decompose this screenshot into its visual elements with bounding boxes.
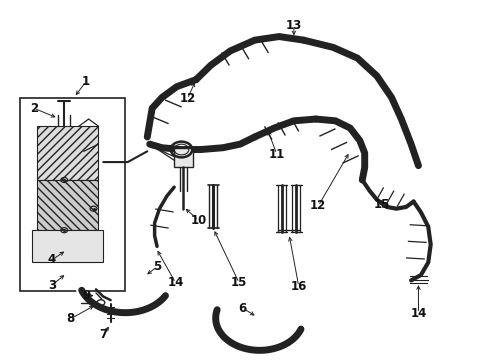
Bar [32,230,103,262]
Text: 1: 1 [82,75,90,88]
Text: 13: 13 [286,19,302,32]
Text: 8: 8 [67,312,74,325]
Text: 3: 3 [48,279,56,292]
Bar [174,148,193,167]
Bar [37,126,98,180]
Text: 12: 12 [179,93,196,105]
Text: 11: 11 [269,148,285,161]
Bar [37,180,98,230]
Bar [20,98,125,291]
Text: 9: 9 [82,289,90,302]
Text: 7: 7 [99,328,107,341]
Text: 10: 10 [191,214,207,227]
Text: 14: 14 [168,276,184,289]
Text: 2: 2 [30,102,38,115]
Text: 6: 6 [239,302,246,315]
Text: 16: 16 [291,280,307,293]
Text: 15: 15 [231,276,247,289]
Text: 4: 4 [48,253,56,266]
Text: 15: 15 [373,198,390,211]
Text: 5: 5 [153,260,161,273]
Text: 14: 14 [410,307,427,320]
Text: 12: 12 [310,199,326,212]
